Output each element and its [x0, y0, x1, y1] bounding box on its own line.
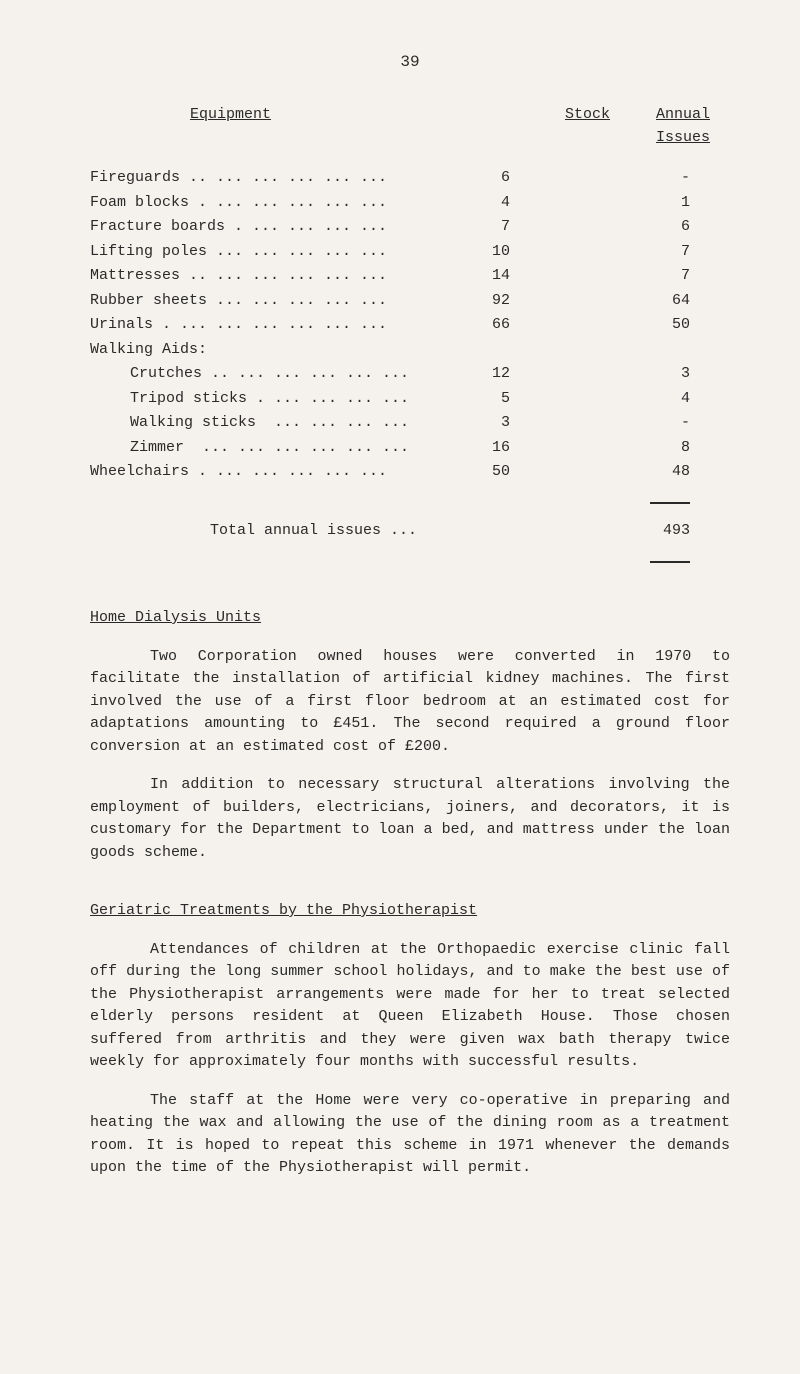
- cell-label: Wheelchairs . ... ... ... ... ...: [90, 461, 430, 484]
- total-row: Total annual issues ... 493: [90, 520, 730, 543]
- header-stock: Stock: [530, 104, 610, 149]
- cell-label: Fireguards .. ... ... ... ... ...: [90, 167, 430, 190]
- cell-stock: 14: [430, 265, 510, 288]
- cell-stock: 16: [430, 437, 510, 460]
- cell-issues: 48: [510, 461, 730, 484]
- cell-label: Walking Aids:: [90, 339, 510, 362]
- cell-stock: 10: [430, 241, 510, 264]
- cell-stock: 3: [430, 412, 510, 435]
- cell-stock: 7: [430, 216, 510, 239]
- paragraph: In addition to necessary structural alte…: [90, 774, 730, 864]
- table-row: Mattresses .. ... ... ... ... ... 14 7: [90, 265, 730, 288]
- cell-issues: 3: [510, 363, 730, 386]
- table-row: Rubber sheets ... ... ... ... ... 92 64: [90, 290, 730, 313]
- equipment-table: Equipment Stock Annual Issues Fireguards…: [90, 104, 730, 571]
- cell-issues: 7: [510, 241, 730, 264]
- cell-label: Crutches .. ... ... ... ... ...: [90, 363, 430, 386]
- cell-issues: -: [510, 412, 730, 435]
- cell-label: Tripod sticks . ... ... ... ...: [90, 388, 430, 411]
- cell-stock: 12: [430, 363, 510, 386]
- table-row: Zimmer ... ... ... ... ... ... 16 8: [90, 437, 730, 460]
- total-label: Total annual issues ...: [90, 520, 630, 543]
- table-row: Fracture boards . ... ... ... ... 7 6: [90, 216, 730, 239]
- paragraph: Attendances of children at the Orthopaed…: [90, 939, 730, 1074]
- table-row: Foam blocks . ... ... ... ... ... 4 1: [90, 192, 730, 215]
- cell-stock: 5: [430, 388, 510, 411]
- cell-issues: 4: [510, 388, 730, 411]
- table-row: Urinals . ... ... ... ... ... ... 66 50: [90, 314, 730, 337]
- table-row: Crutches .. ... ... ... ... ... 12 3: [90, 363, 730, 386]
- cell-stock: 50: [430, 461, 510, 484]
- cell-label: Fracture boards . ... ... ... ...: [90, 216, 430, 239]
- header-equipment: Equipment: [90, 104, 530, 149]
- cell-stock: 66: [430, 314, 510, 337]
- header-issues: Annual Issues: [610, 104, 730, 149]
- cell-stock: 4: [430, 192, 510, 215]
- cell-issues: 1: [510, 192, 730, 215]
- cell-issues: 50: [510, 314, 730, 337]
- cell-label: Zimmer ... ... ... ... ... ...: [90, 437, 430, 460]
- table-row: Fireguards .. ... ... ... ... ... 6 -: [90, 167, 730, 190]
- table-header-row: Equipment Stock Annual Issues: [90, 104, 730, 149]
- cell-label: Rubber sheets ... ... ... ... ...: [90, 290, 430, 313]
- cell-stock: 92: [430, 290, 510, 313]
- heading-dialysis: Home Dialysis Units: [90, 607, 730, 630]
- cell-label: Lifting poles ... ... ... ... ...: [90, 241, 430, 264]
- cell-issues: 64: [510, 290, 730, 313]
- paragraph: Two Corporation owned houses were conver…: [90, 646, 730, 759]
- table-row: Walking sticks ... ... ... ... 3 -: [90, 412, 730, 435]
- rule-below-total: [90, 549, 730, 572]
- total-value: 493: [630, 520, 730, 543]
- heading-geriatric: Geriatric Treatments by the Physiotherap…: [90, 900, 730, 923]
- cell-issues: 7: [510, 265, 730, 288]
- cell-label: Mattresses .. ... ... ... ... ...: [90, 265, 430, 288]
- table-row: Lifting poles ... ... ... ... ... 10 7: [90, 241, 730, 264]
- cell-issues: -: [510, 167, 730, 190]
- walking-aids-label: Walking Aids:: [90, 339, 730, 362]
- table-row: Wheelchairs . ... ... ... ... ... 50 48: [90, 461, 730, 484]
- cell-issues: 6: [510, 216, 730, 239]
- cell-stock: 6: [430, 167, 510, 190]
- cell-label: Walking sticks ... ... ... ...: [90, 412, 430, 435]
- cell-label: Urinals . ... ... ... ... ... ...: [90, 314, 430, 337]
- paragraph: The staff at the Home were very co-opera…: [90, 1090, 730, 1180]
- rule-above-total: [90, 490, 730, 513]
- page-number: 39: [90, 50, 730, 74]
- table-row: Tripod sticks . ... ... ... ... 5 4: [90, 388, 730, 411]
- cell-issues: 8: [510, 437, 730, 460]
- cell-label: Foam blocks . ... ... ... ... ...: [90, 192, 430, 215]
